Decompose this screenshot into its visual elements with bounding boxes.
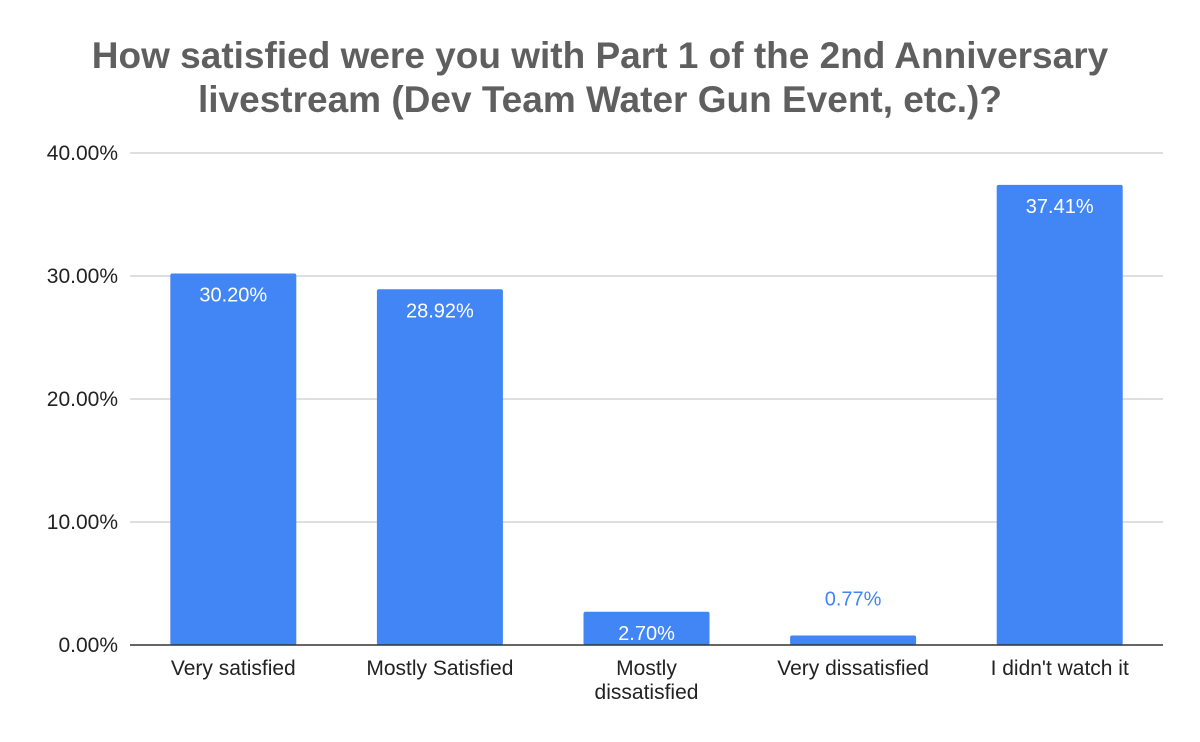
data-label: 37.41% [1026, 196, 1094, 218]
x-tick-label: Very satisfied [171, 657, 296, 680]
gridlines [130, 152, 1163, 523]
y-tick-label: 20.00% [47, 388, 118, 411]
y-axis-tick-labels: 0.00% 10.00% 20.00% 30.00% 40.00% [47, 142, 118, 657]
chart-title: How satisfied were you with Part 1 of th… [91, 35, 1109, 120]
y-tick-label: 10.00% [47, 511, 118, 534]
data-label: 2.70% [618, 623, 675, 645]
bar [170, 273, 297, 645]
bar [790, 635, 917, 645]
data-label: 30.20% [199, 285, 267, 307]
bars [170, 184, 1123, 645]
x-tick-label: I didn't watch it [991, 657, 1129, 680]
bar [376, 289, 503, 645]
x-tick-label: Mostly Satisfied [366, 657, 513, 680]
bar [996, 184, 1123, 645]
y-tick-label: 0.00% [58, 634, 118, 657]
data-labels: 30.20% 28.92% 2.70% 0.77% 37.41% [199, 196, 1093, 645]
data-label: 0.77% [825, 589, 882, 611]
x-tick-label: Mostly dissatisfied [595, 657, 699, 704]
y-tick-label: 30.00% [47, 265, 118, 288]
x-axis-category-labels: Very satisfied Mostly Satisfied Mostly diss… [171, 657, 1129, 704]
data-label: 28.92% [406, 300, 474, 322]
bar [583, 611, 710, 645]
x-tick-label: Very dissatisfied [777, 657, 929, 680]
y-tick-label: 40.00% [47, 142, 118, 165]
